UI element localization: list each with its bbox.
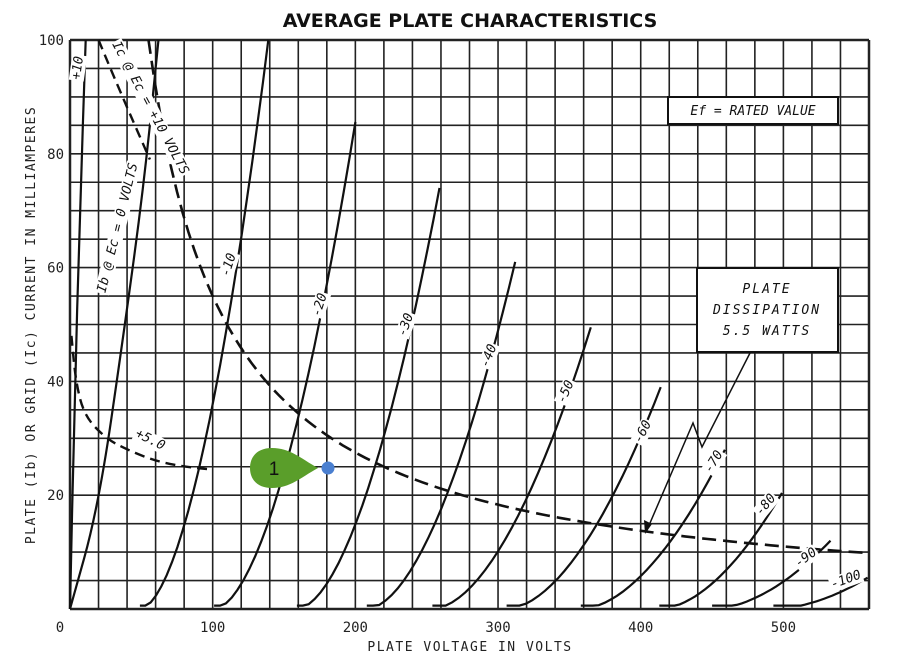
plate-curve-7: [506, 386, 662, 607]
ef-note-box: Ef = RATED VALUE: [667, 96, 839, 125]
y-tick-label: 80: [47, 147, 64, 163]
curve-label: +10: [69, 55, 87, 81]
annotation-dot[interactable]: [321, 461, 335, 475]
label-backdrop: [791, 544, 821, 572]
tick-labels: 0 100 200 300 400 500 20 40 60 80 100: [39, 33, 796, 636]
annotation-pin[interactable]: [250, 448, 318, 488]
x-tick-label: 500: [771, 620, 796, 636]
curve-label: -10: [218, 251, 240, 278]
plate-curve-6: [432, 326, 592, 607]
curve-label: -20: [309, 291, 331, 318]
label-backdrop: [553, 377, 579, 407]
grid-curve-label: Ic @ Ec = +10 VOLTS: [108, 39, 191, 177]
plate-curve-4: [296, 187, 441, 607]
curve-label: Ib @ Ec = 0 VOLTS: [95, 161, 142, 294]
x-tick-label: 400: [628, 620, 653, 636]
plate-curve-9: [659, 492, 783, 607]
annotation-marker[interactable]: 1: [250, 448, 335, 488]
y-tick-label: 100: [39, 33, 64, 49]
label-backdrop: [752, 490, 781, 520]
label-backdrop: [477, 341, 501, 371]
dissipation-line-2: DISSIPATION: [712, 303, 821, 318]
dissipation-line-1: PLATE: [742, 282, 791, 297]
label-backdrop: [308, 290, 332, 320]
x-tick-label: 0: [56, 620, 64, 636]
curves: [68, 39, 869, 610]
y-tick-label: 60: [47, 261, 64, 277]
x-axis-label: PLATE VOLTAGE IN VOLTS: [367, 640, 572, 655]
curve-label: -30: [395, 311, 417, 338]
arrowhead: [644, 520, 652, 534]
dissipation-pointer-arrow: [646, 352, 751, 531]
x-tick-label: 300: [485, 620, 510, 636]
plate-dissipation-curve: [147, 39, 868, 555]
label-backdrop: [700, 447, 728, 477]
plate-curve-1: [68, 39, 160, 610]
plate-curve-11: [773, 576, 869, 607]
dissipation-line-3: 5.5 WATTS: [723, 324, 811, 339]
plate-curve-2: [139, 39, 270, 607]
dissipation-box: PLATE DISSIPATION 5.5 WATTS: [644, 267, 839, 534]
label-backdrop: [630, 417, 656, 447]
label-backdrop: [94, 160, 142, 296]
label-backdrop: [131, 425, 169, 455]
label-backdrop: [394, 310, 418, 340]
y-axis-label: PLATE (Ib) OR GRID (Ic) CURRENT IN MILLI…: [24, 106, 39, 544]
y-tick-label: 40: [47, 374, 64, 390]
label-backdrop: [68, 54, 88, 82]
label-backdrop: [217, 250, 241, 280]
plate-curve-3: [214, 121, 357, 607]
x-tick-label: 200: [343, 620, 368, 636]
x-tick-label: 100: [200, 620, 225, 636]
plate-curve-8: [580, 449, 726, 607]
chart-title: AVERAGE PLATE CHARACTERISTICS: [283, 10, 658, 32]
grid-curve-label: +5.0: [133, 426, 168, 454]
annotation-number: 1: [269, 459, 280, 480]
grid-current-curve-0: [97, 39, 151, 160]
grid-current-curve-1: [70, 335, 213, 471]
ef-note: Ef = RATED VALUE: [690, 104, 815, 119]
y-tick-label: 20: [47, 488, 64, 504]
label-backdrop: [107, 37, 193, 179]
label-backdrop: [827, 567, 865, 593]
